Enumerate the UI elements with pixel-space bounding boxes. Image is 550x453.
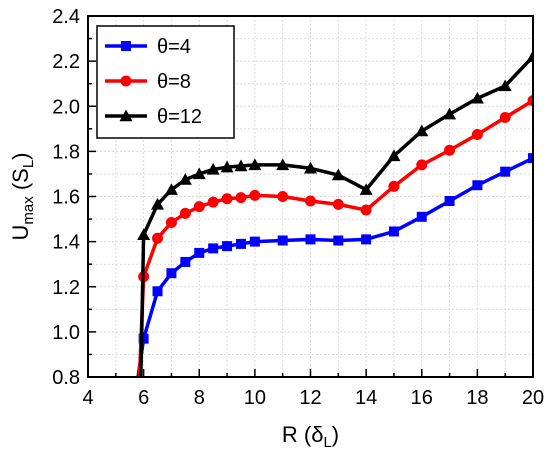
data-point [276,158,290,171]
series-line [136,156,533,377]
legend-marker [120,75,132,87]
data-point [416,159,428,171]
y-tick-label: 1.0 [52,322,80,344]
data-point [416,211,427,222]
y-tick-label: 1.8 [52,141,80,163]
data-point [235,192,247,204]
x-tick-label: 20 [522,387,544,409]
data-point [164,183,178,195]
data-point [277,191,289,202]
legend-item: θ=12 [105,106,202,128]
data-point [277,235,288,246]
data-point [331,168,345,181]
data-point [304,161,317,174]
legend-label: θ=4 [157,36,191,58]
data-point [151,197,165,210]
x-tick-label: 16 [411,387,433,409]
data-point [180,256,191,267]
data-point [206,162,220,175]
legend-item: θ=8 [105,71,191,93]
y-tick-label: 2.4 [52,6,80,28]
data-point [152,232,164,244]
data-point [222,241,233,252]
series-3 [137,50,533,377]
data-point [360,204,372,216]
x-tick-label: 8 [194,387,205,409]
data-point [470,91,484,104]
data-point [192,167,206,180]
data-point [444,144,456,156]
y-tick-label: 2.2 [52,51,80,73]
data-point [208,243,219,254]
legend-item: θ=4 [105,36,191,58]
data-point [361,234,372,245]
legend-label: θ=8 [157,71,191,93]
legend-marker [121,41,131,51]
data-point [207,196,219,208]
data-point [221,193,233,205]
data-point [235,238,246,249]
data-point [249,189,261,201]
data-point [179,207,191,219]
data-point [472,180,483,191]
data-point [387,149,401,162]
data-point [305,195,316,207]
data-point [305,234,316,245]
x-tick-label: 14 [355,387,377,409]
x-tick-label: 6 [138,387,149,409]
y-tick-label: 1.2 [52,277,80,299]
data-point [333,235,344,246]
data-point [527,95,533,107]
x-tick-label: 18 [466,387,488,409]
series-1 [136,153,533,377]
data-point [234,159,248,172]
data-point [528,153,533,164]
x-tick-label: 4 [82,387,93,409]
data-point [249,236,260,247]
y-tick-label: 2.0 [52,96,80,118]
data-point [248,158,262,171]
y-tick-label: 1.6 [52,187,80,209]
data-point [220,160,234,173]
data-point [359,183,373,195]
data-point [388,180,400,192]
x-axis-title: R (δL) [282,422,339,451]
data-point [178,173,192,185]
data-point [444,196,455,207]
series-group [136,50,533,377]
data-point [471,128,483,140]
data-point [166,268,177,279]
legend-marker [119,109,133,122]
axis-ticks: 4 6 8 10 12 14 16 18 20 0.8 1.0 1.2 1.4 1.6 1.8 2.0 2.2 2… [52,6,544,409]
data-point [498,79,512,92]
legend-label: θ=12 [157,106,202,128]
data-point [152,286,163,297]
data-point [165,216,177,228]
data-point [332,198,344,210]
series-2 [137,95,533,377]
x-tick-label: 10 [244,387,266,409]
data-point [415,124,429,137]
data-point [194,247,205,258]
data-point [443,107,457,120]
data-point [500,166,511,177]
data-point [137,228,151,241]
legend: θ=4 θ=8 θ=12 [96,25,235,139]
data-point [526,50,533,62]
x-tick-label: 12 [299,387,321,409]
y-tick-label: 1.4 [52,232,80,254]
data-point [499,112,511,124]
y-tick-label: 0.8 [52,367,80,389]
data-point [138,333,149,344]
y-axis-title: Umax (SL) [8,152,37,240]
data-point [388,226,399,237]
data-point [193,201,205,213]
